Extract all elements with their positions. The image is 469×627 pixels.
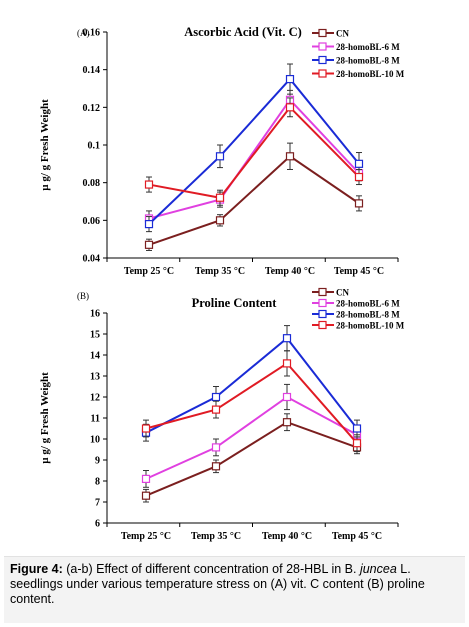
y-tick-label: 0.06 <box>83 216 101 227</box>
series-line <box>148 105 360 199</box>
legend-marker <box>318 298 327 308</box>
caption-text-2: L. seedlings under various temperature s… <box>10 562 425 606</box>
data-point <box>282 418 292 427</box>
data-point <box>215 193 225 202</box>
series-line <box>148 155 360 246</box>
data-point <box>141 491 151 500</box>
y-tick-label: 14 <box>90 351 100 362</box>
data-point <box>285 103 295 112</box>
legend-marker <box>318 28 327 38</box>
legend-marker <box>318 309 327 319</box>
y-tick-label: 0.16 <box>83 28 101 39</box>
x-tick-label: Temp 25 °C <box>121 531 171 542</box>
series-line <box>145 421 358 497</box>
legend-label: 28-homoBL-8 M <box>336 56 400 66</box>
legend-label: 28-homoBL-8 M <box>336 310 400 320</box>
chart-title: Proline Content <box>192 296 278 310</box>
chart-title: Ascorbic Acid (Vit. C) <box>184 25 302 39</box>
legend-marker <box>318 55 327 65</box>
data-point <box>282 334 292 343</box>
caption-label: Figure 4: <box>10 562 63 576</box>
y-tick-label: 12 <box>90 393 100 404</box>
data-point <box>352 424 362 433</box>
data-point <box>215 152 225 161</box>
data-point <box>354 199 364 208</box>
caption-box <box>4 556 465 623</box>
caption-species: juncea <box>359 562 397 576</box>
data-point <box>211 462 221 471</box>
y-tick-label: 0.08 <box>83 178 101 189</box>
legend-marker <box>318 287 327 297</box>
series-line <box>145 362 358 444</box>
legend-label: CN <box>336 288 349 298</box>
legend-marker <box>318 69 327 78</box>
y-tick-label: 10 <box>90 435 100 446</box>
panel-label: (A) <box>77 28 90 38</box>
data-point <box>282 359 292 368</box>
x-tick-label: Temp 35 °C <box>195 266 245 277</box>
x-tick-label: Temp 40 °C <box>262 531 312 542</box>
y-tick-label: 6 <box>95 519 100 530</box>
x-tick-label: Temp 45 °C <box>334 266 384 277</box>
data-point <box>282 392 292 402</box>
legend-marker <box>318 42 327 51</box>
data-point <box>215 216 225 225</box>
series-line <box>145 336 358 434</box>
y-axis-label: µ g/ g Fresh Weight <box>39 99 51 191</box>
data-point <box>285 74 295 84</box>
y-tick-label: 15 <box>90 330 100 341</box>
y-tick-label: 0.12 <box>83 103 101 114</box>
x-tick-label: Temp 45 °C <box>332 531 382 542</box>
chart-panel-b: 6 7 8 9 10 11 12 13 14 15 16 Temp 25 °C Temp 35 °C Te… <box>39 287 405 543</box>
y-tick-label: 11 <box>91 414 100 425</box>
legend-label: 28-homoBL-10 M <box>336 69 405 79</box>
chart-panel-a: 0.04 0.06 0.08 0.1 0.12 0.14 0.16 Temp 25 °C Tem… <box>39 25 405 277</box>
legend-marker <box>318 320 327 330</box>
data-point <box>141 424 151 433</box>
data-point <box>354 172 364 182</box>
legend-label: 28-homoBL-10 M <box>336 321 405 331</box>
legend-label: 28-homoBL-6 M <box>336 299 400 309</box>
y-tick-label: 0.04 <box>83 254 101 265</box>
data-point <box>144 180 154 189</box>
data-point <box>144 220 154 229</box>
data-point <box>141 474 151 483</box>
y-tick-label: 13 <box>90 372 100 383</box>
y-axis-label: µ g/ g Fresh Weight <box>39 372 51 464</box>
data-point <box>354 159 364 168</box>
y-tick-label: 16 <box>90 309 100 320</box>
y-tick-label: 9 <box>95 456 100 467</box>
data-point <box>352 439 362 448</box>
series-line <box>145 395 358 480</box>
data-point <box>211 443 221 452</box>
data-point <box>211 392 221 402</box>
x-tick-label: Temp 25 °C <box>124 266 174 277</box>
series-line <box>148 98 360 220</box>
data-point <box>144 240 154 249</box>
y-tick-label: 0.1 <box>88 141 101 152</box>
x-tick-label: Temp 35 °C <box>191 531 241 542</box>
x-tick-label: Temp 40 °C <box>265 266 315 277</box>
y-tick-label: 7 <box>95 498 100 509</box>
panel-label: (B) <box>77 291 89 301</box>
data-point <box>285 152 295 161</box>
data-point <box>211 405 221 414</box>
y-tick-label: 0.14 <box>83 65 101 76</box>
y-tick-label: 8 <box>95 477 100 488</box>
caption-text-1: (a-b) Effect of different concentration … <box>62 562 360 576</box>
legend-label: CN <box>336 29 349 39</box>
legend-label: 28-homoBL-6 M <box>336 42 400 52</box>
figure-caption: Figure 4: (a-b) Effect of different conc… <box>10 562 460 607</box>
